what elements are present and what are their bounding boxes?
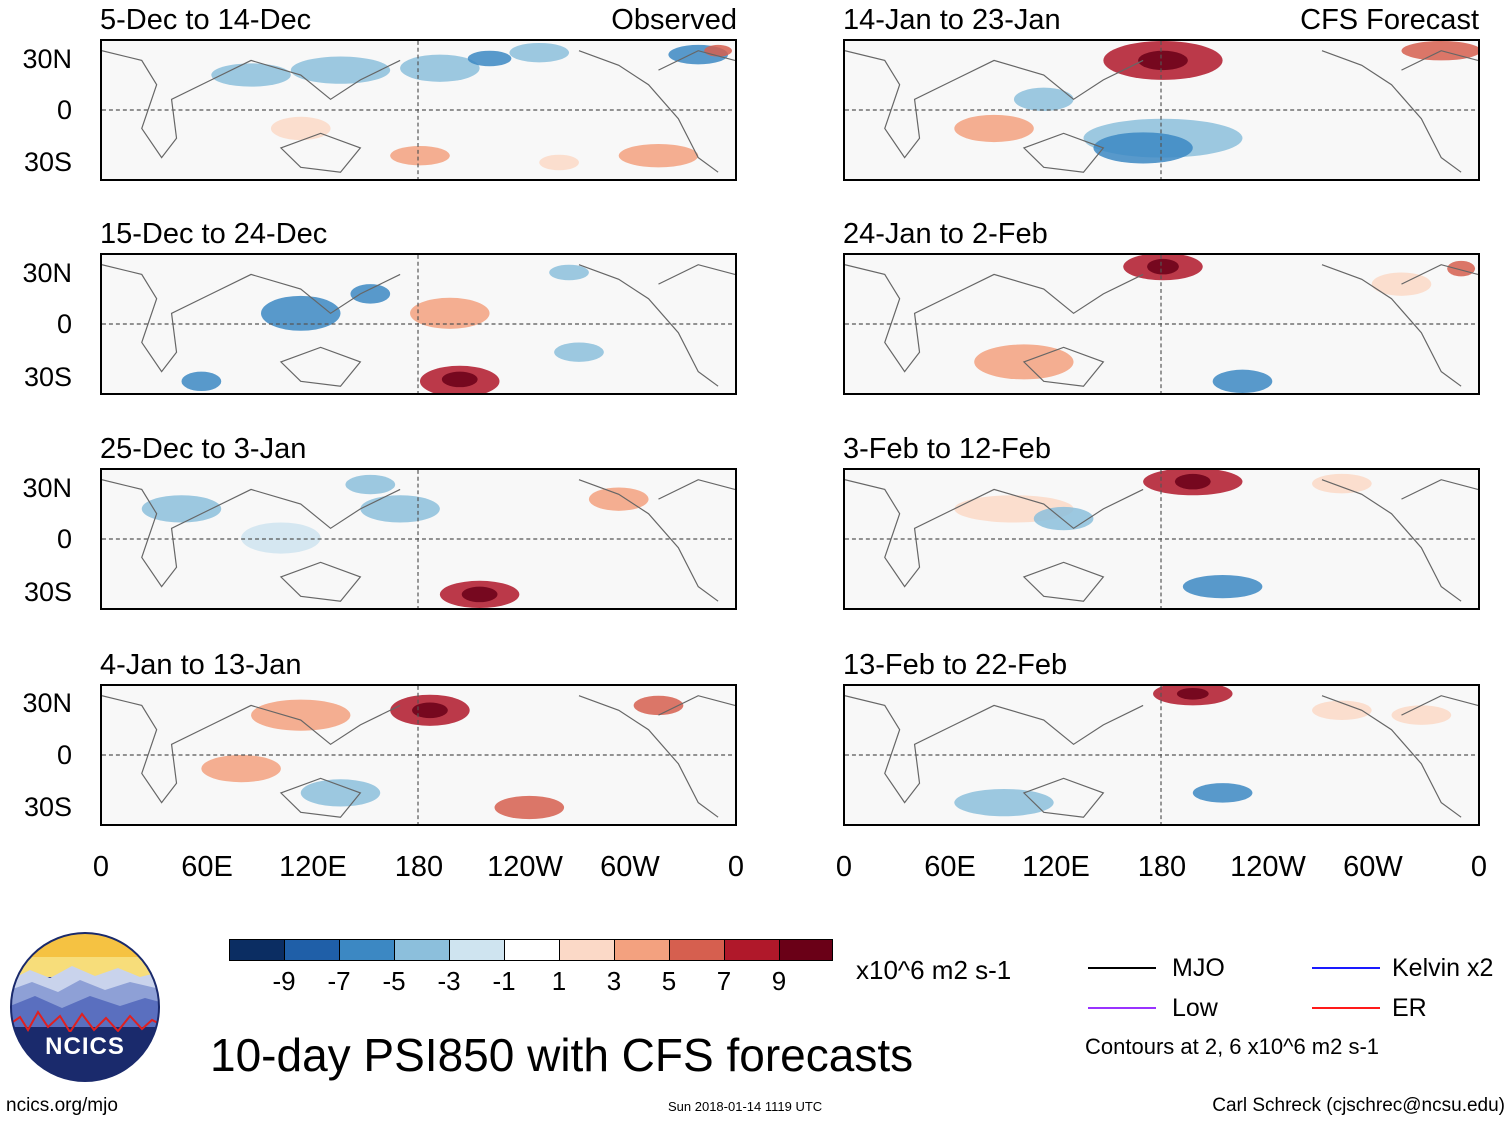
ncics-logo: NCICS xyxy=(10,932,160,1082)
map-panel xyxy=(100,684,737,826)
legend-note: Contours at 2, 6 x10^6 m2 s-1 xyxy=(1085,1034,1380,1059)
panel-title: 5-Dec to 14-Dec xyxy=(100,4,312,36)
lat-label: 30N xyxy=(22,44,72,74)
lon-label: 120W xyxy=(487,851,563,883)
map-panel xyxy=(843,253,1480,395)
lon-label: 0 xyxy=(92,851,110,883)
colorbar-swatch xyxy=(284,939,340,961)
colorbar-label: 1 xyxy=(551,966,567,996)
panel-title: 13-Feb to 22-Feb xyxy=(843,649,1068,681)
legend-line-kelvin xyxy=(1312,967,1380,969)
lat-label: 30S xyxy=(23,577,72,607)
colorbar-units: x10^6 m2 s-1 xyxy=(856,955,1012,985)
lon-label: 180 xyxy=(1137,851,1187,883)
map-panel xyxy=(843,39,1480,181)
lon-label: 0 xyxy=(1470,851,1488,883)
legend-line-er xyxy=(1312,1007,1380,1009)
logo-text: NCICS xyxy=(45,1033,125,1060)
panel-title: 4-Jan to 13-Jan xyxy=(100,649,302,681)
lon-label: 60W xyxy=(1343,851,1403,883)
panel-tag-observed: Observed xyxy=(611,4,737,36)
lat-label: 30N xyxy=(22,473,72,503)
panel-title: 15-Dec to 24-Dec xyxy=(100,218,328,250)
panel-title: 24-Jan to 2-Feb xyxy=(843,218,1048,250)
colorbar-swatch xyxy=(779,939,833,961)
colorbar-swatch xyxy=(559,939,615,961)
colorbar-label: 5 xyxy=(661,966,677,996)
lat-label: 30S xyxy=(23,147,72,177)
colorbar-label: -7 xyxy=(327,966,351,996)
map-panel xyxy=(100,468,737,610)
colorbar-label: -1 xyxy=(492,966,516,996)
colorbar-swatch xyxy=(724,939,780,961)
lon-label: 0 xyxy=(835,851,853,883)
map-panel xyxy=(100,253,737,395)
lon-label: 60E xyxy=(924,851,976,883)
legend-label-mjo: MJO xyxy=(1172,954,1225,982)
colorbar-swatch xyxy=(449,939,505,961)
lon-label: 60W xyxy=(600,851,660,883)
lon-label: 180 xyxy=(394,851,444,883)
lon-label: 120E xyxy=(279,851,347,883)
legend-line-mjo xyxy=(1088,967,1156,969)
footer-timestamp: Sun 2018-01-14 1119 UTC xyxy=(668,1099,823,1114)
legend-label-low: Low xyxy=(1172,994,1218,1022)
legend-label-kelvin: Kelvin x2 xyxy=(1392,954,1494,982)
lat-label: 0 xyxy=(56,95,72,125)
map-panel xyxy=(843,468,1480,610)
lat-label: 30N xyxy=(22,688,72,718)
footer-site-link[interactable]: ncics.org/mjo xyxy=(6,1095,118,1116)
main-title: 10-day PSI850 with CFS forecasts xyxy=(210,1029,914,1081)
colorbar-swatch xyxy=(504,939,560,961)
panel-title: 3-Feb to 12-Feb xyxy=(843,433,1051,465)
lat-label: 0 xyxy=(56,740,72,770)
colorbar-swatch xyxy=(339,939,395,961)
lon-label: 60E xyxy=(181,851,233,883)
map-panel xyxy=(100,39,737,181)
lat-label: 0 xyxy=(56,524,72,554)
panel-title: 14-Jan to 23-Jan xyxy=(843,4,1061,36)
legend-label-er: ER xyxy=(1392,994,1427,1022)
colorbar-swatch xyxy=(669,939,725,961)
colorbar-label: 3 xyxy=(606,966,622,996)
lat-label: 30S xyxy=(23,362,72,392)
ncics-logo-graphic: NCICS xyxy=(10,932,160,1082)
colorbar-label: -3 xyxy=(437,966,461,996)
lon-label: 120E xyxy=(1022,851,1090,883)
lat-label: 30N xyxy=(22,258,72,288)
colorbar-label: -5 xyxy=(382,966,406,996)
colorbar-label: 9 xyxy=(771,966,787,996)
lat-label: 0 xyxy=(56,309,72,339)
colorbar-label: 7 xyxy=(716,966,732,996)
colorbar-swatch xyxy=(394,939,450,961)
panel-tag-cfs-forecast: CFS Forecast xyxy=(1300,4,1479,36)
panel-title: 25-Dec to 3-Jan xyxy=(100,433,307,465)
footer-author: Carl Schreck (cjschrec@ncsu.edu) xyxy=(1212,1095,1505,1116)
lon-label: 0 xyxy=(727,851,745,883)
colorbar-swatch xyxy=(614,939,670,961)
legend-line-low xyxy=(1088,1007,1156,1009)
map-panel xyxy=(843,684,1480,826)
lon-label: 120W xyxy=(1230,851,1306,883)
colorbar-label: -9 xyxy=(272,966,296,996)
lat-label: 30S xyxy=(23,792,72,822)
colorbar-swatch xyxy=(229,939,285,961)
